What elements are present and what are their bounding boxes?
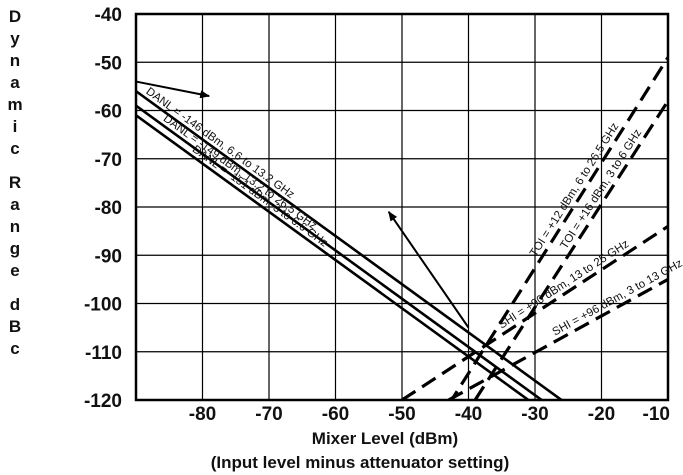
y-axis-title-char: m [7, 95, 22, 114]
series-line-toi-12-dbm-6-to-26-5-ghz [449, 57, 668, 404]
x-axis-title: Mixer Level (dBm) [312, 429, 458, 448]
series-label-shi-90-dbm-13-to-25-ghz: SHI = +90 dBm, 13 to 25 GHz [497, 238, 632, 332]
series-line-shi-96-dbm-3-to-13-ghz [449, 279, 668, 400]
x-tick-label: -10 [643, 404, 670, 425]
x-tick-label: -50 [388, 404, 415, 425]
x-tick-label: -80 [189, 404, 216, 425]
y-axis-title-char: y [10, 29, 20, 48]
y-tick-label: -60 [95, 102, 122, 123]
y-tick-label: -120 [84, 391, 122, 412]
y-axis-title-char: i [13, 117, 18, 136]
y-axis-title-char: n [10, 51, 20, 70]
x-axis-subtitle: (Input level minus attenuator setting) [211, 453, 509, 472]
y-axis-title-char: a [10, 195, 20, 214]
x-tick-label: -70 [255, 404, 282, 425]
x-tick-label: -30 [521, 404, 548, 425]
y-tick-label: -110 [85, 343, 122, 364]
x-tick-label: -40 [455, 404, 482, 425]
y-axis-title-char: e [10, 261, 19, 280]
x-tick-labels: -80 -70 -60 -50 -40 -30 -20 -10 [189, 404, 670, 425]
series-label-danl-146-dbm-6-6-to-13-2-ghz: DANL = -146 dBm, 6.6 to 13.2 GHz [144, 86, 297, 202]
y-tick-label: -40 [95, 5, 122, 26]
y-axis-title-char: g [10, 239, 20, 258]
y-axis-title-char: a [10, 73, 20, 92]
y-tick-label: -50 [95, 53, 122, 74]
y-tick-label: -100 [84, 295, 122, 316]
y-tick-label: -90 [95, 246, 122, 267]
y-axis-title-char: B [9, 317, 21, 336]
series-line-toi-16-dbm-3-to-6-ghz [475, 101, 668, 400]
annotation-arrow-2 [389, 212, 469, 328]
x-tick-label: -20 [588, 404, 615, 425]
y-tick-label: -70 [95, 150, 122, 171]
y-axis-title-char: n [10, 217, 20, 236]
y-axis-title-char: D [9, 7, 21, 26]
series-label-shi-96-dbm-3-to-13-ghz: SHI = +96 dBm, 3 to 13 GHz [551, 257, 683, 338]
y-tick-label: -80 [95, 198, 122, 219]
y-axis-title-char: R [9, 173, 21, 192]
y-axis-title-char: d [10, 295, 20, 314]
y-axis-title-char: c [10, 139, 19, 158]
series-label-danl-151-dbm-3-to-6-6-ghz: DANL = -151 dBm, 3 to 6.6 GHz [190, 143, 330, 249]
y-tick-labels: -40 -50 -60 -70 -80 -90 -100 -110 -120 [84, 5, 122, 412]
y-axis-title-char: c [10, 339, 19, 358]
x-tick-label: -60 [322, 404, 349, 425]
